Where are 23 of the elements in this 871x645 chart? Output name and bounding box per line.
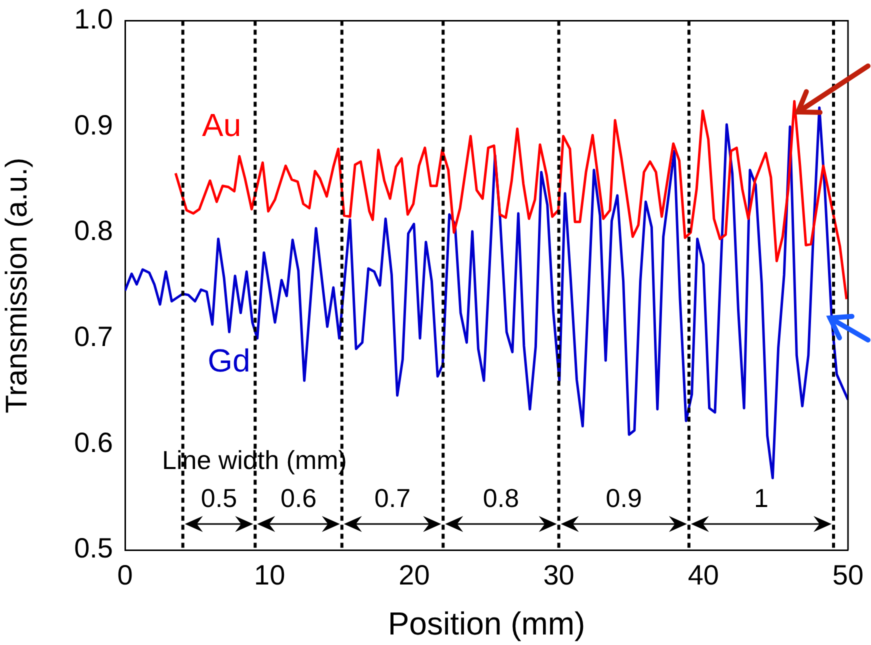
annotation: 0.5 [200,483,238,514]
x-tick-label: 0 [117,560,133,591]
y-tick-label: 0.7 [74,321,113,352]
y-tick-label: 0.5 [74,532,113,564]
x-tick-label: 40 [688,560,719,591]
x-tick-label: 10 [254,560,286,591]
series-label: Au [202,107,242,144]
y-tick-label: 0.8 [74,215,113,246]
annotation: 0.6 [280,483,317,514]
annotation: 0.9 [606,483,642,514]
y-tick-label: 1.0 [74,4,113,35]
annotation: 0.8 [482,483,520,514]
y-tick-label: 0.9 [74,109,113,140]
x-tick-label: 20 [398,560,430,591]
x-tick-label: 30 [543,560,574,591]
series-label: Gd [208,342,250,379]
annotation: 1 [754,483,768,514]
annotation: Line width (mm) [162,445,347,476]
y-tick-label: 0.6 [74,426,113,458]
x-axis-title: Position (mm) [388,606,586,642]
y-axis-title: Transmission (a.u.) [0,158,34,414]
x-tick-label: 50 [832,560,864,591]
annotation: 0.7 [374,483,411,514]
